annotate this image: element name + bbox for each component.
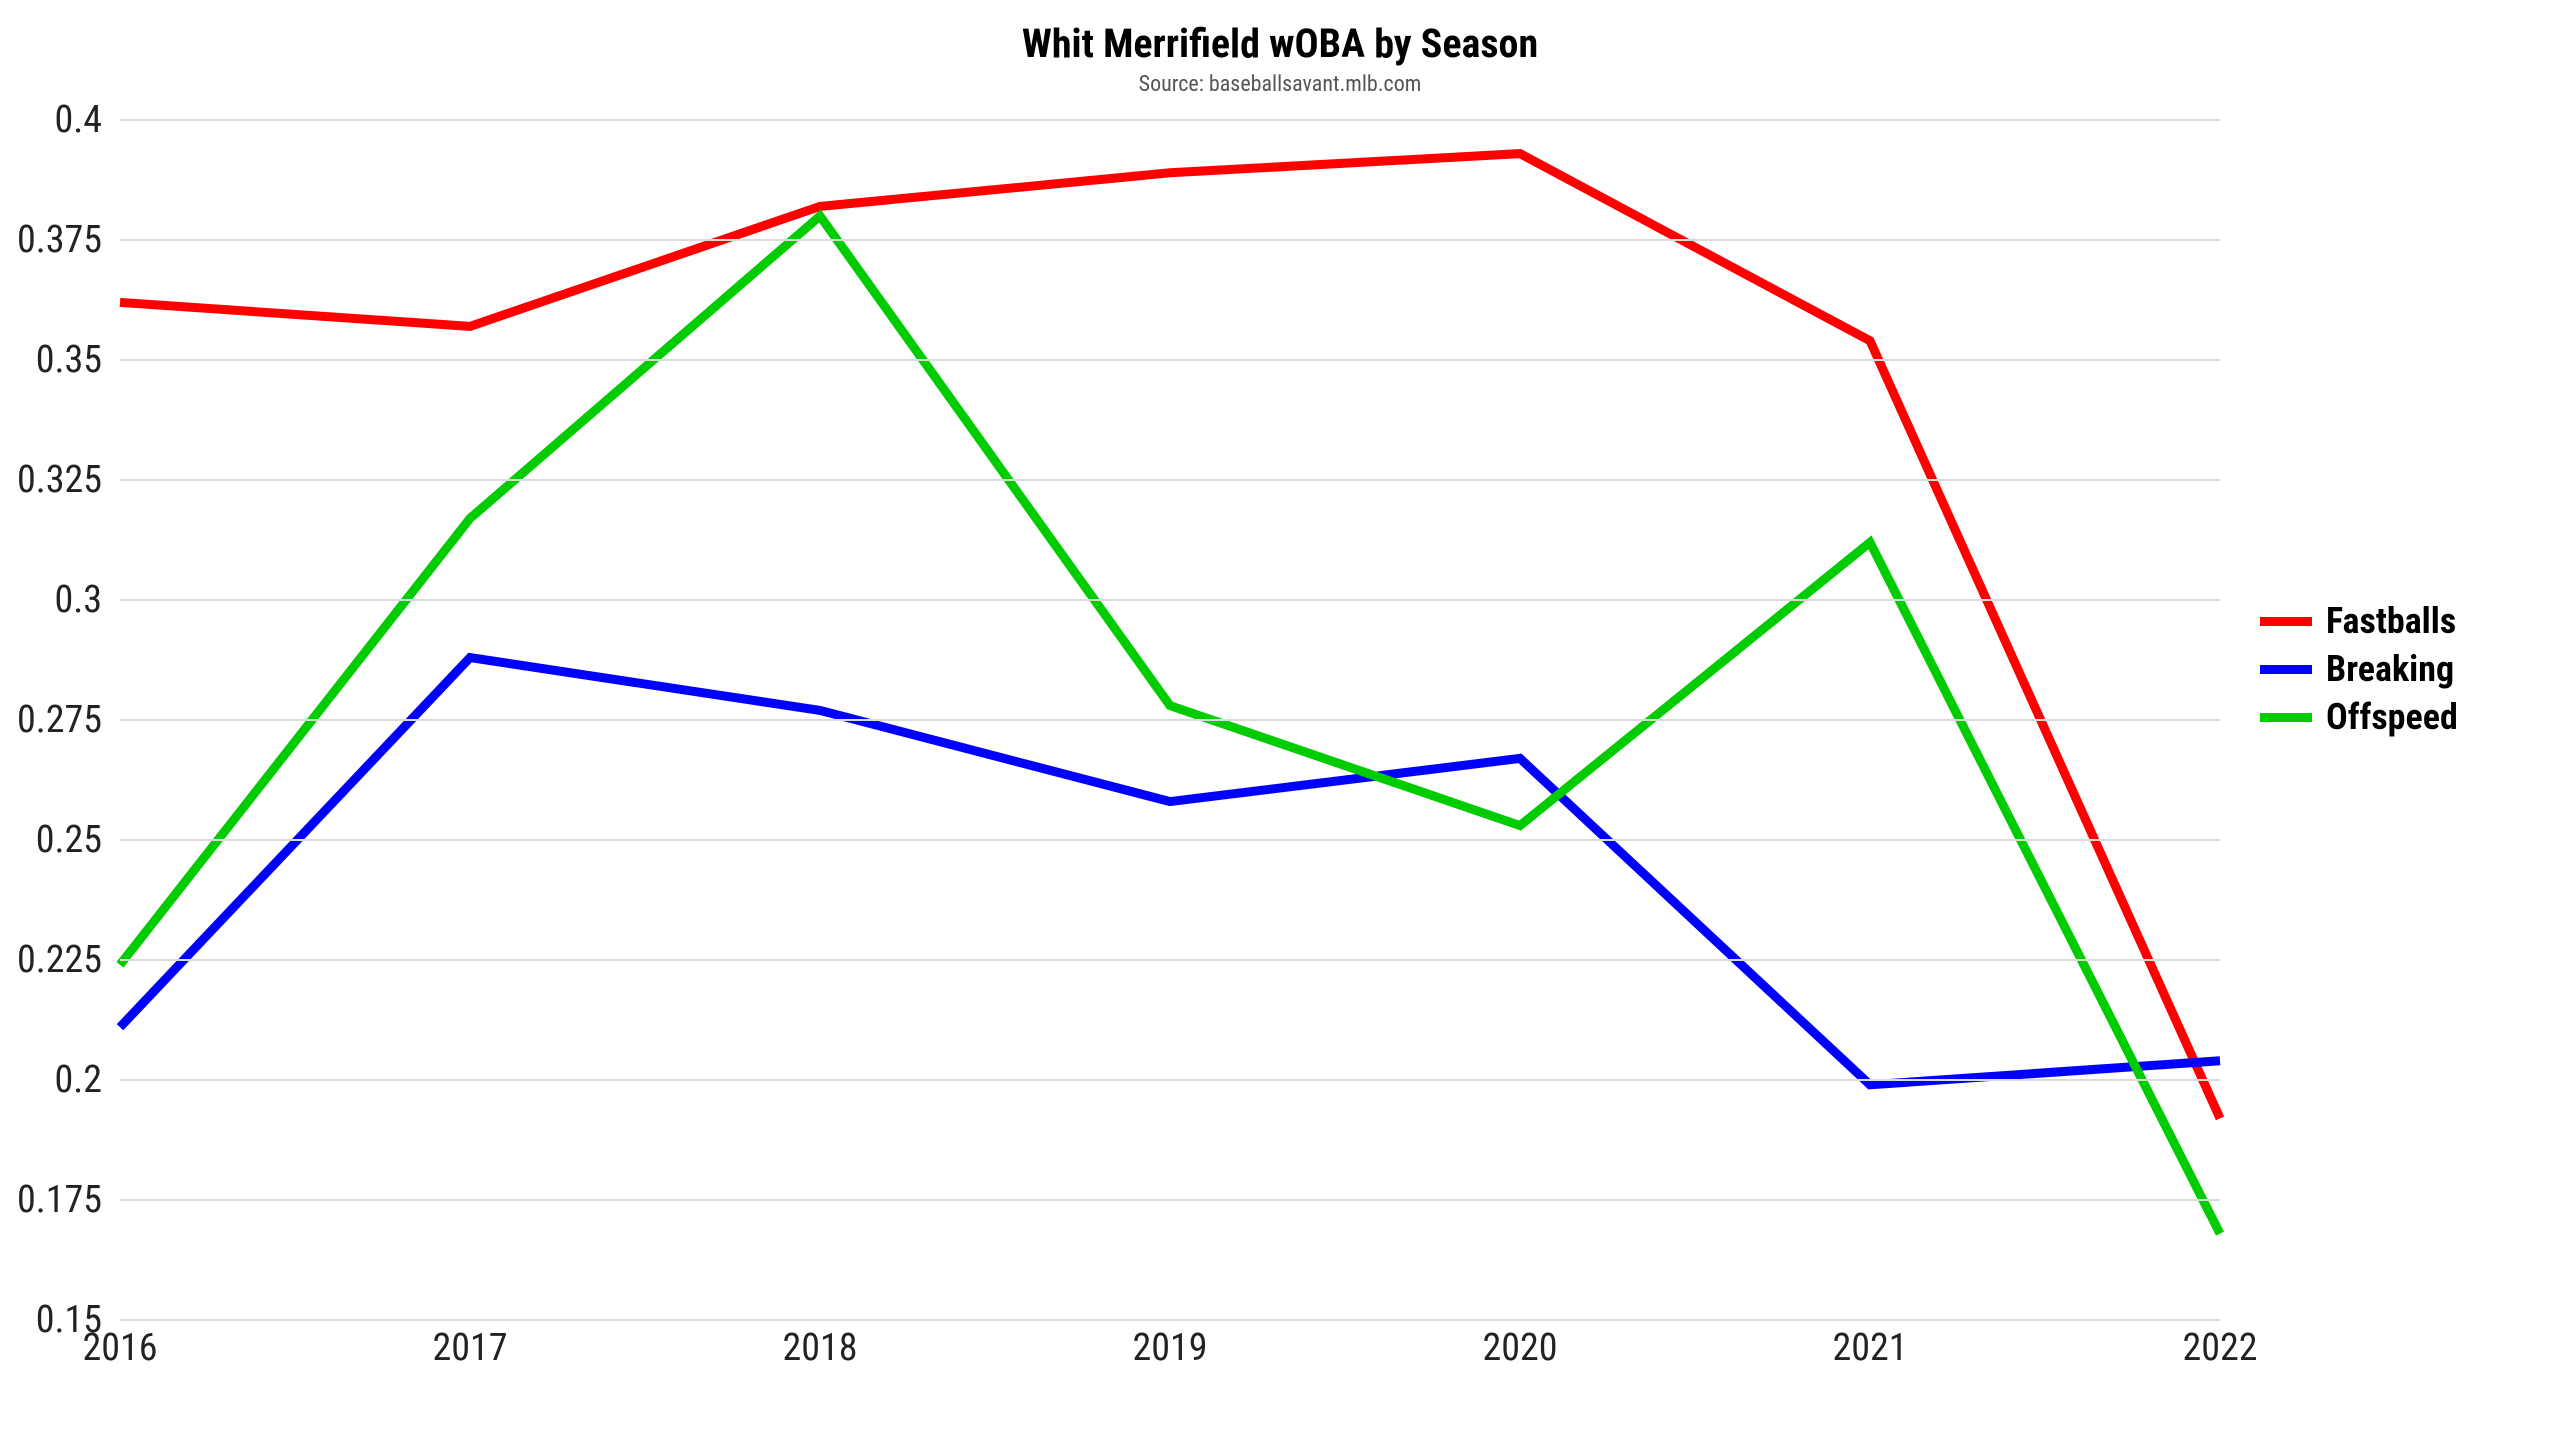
y-axis-tick-label: 0.225 (0, 938, 102, 982)
y-axis-tick-label: 0.25 (0, 818, 102, 862)
y-gridline (120, 119, 2220, 121)
y-axis-tick-label: 0.325 (0, 458, 102, 502)
chart-container: Whit Merrifield wOBA by Season Source: b… (0, 0, 2560, 1440)
y-gridline (120, 239, 2220, 241)
legend-swatch (2260, 617, 2312, 626)
legend: Fastballs Breaking Offspeed (2260, 600, 2458, 744)
y-axis-tick-label: 0.4 (0, 98, 102, 142)
legend-item: Offspeed (2260, 696, 2458, 738)
y-gridline (120, 599, 2220, 601)
x-axis-tick-label: 2017 (432, 1326, 507, 1370)
legend-label: Breaking (2326, 648, 2454, 690)
legend-swatch (2260, 713, 2312, 722)
legend-swatch (2260, 665, 2312, 674)
y-gridline (120, 1079, 2220, 1081)
y-gridline (120, 719, 2220, 721)
y-axis-tick-label: 0.175 (0, 1178, 102, 1222)
chart-subtitle: Source: baseballsavant.mlb.com (0, 72, 2560, 97)
legend-label: Fastballs (2326, 600, 2456, 642)
y-gridline (120, 959, 2220, 961)
plot-area (120, 120, 2220, 1320)
y-gridline (120, 479, 2220, 481)
chart-title: Whit Merrifield wOBA by Season (0, 20, 2560, 67)
series-line-breaking (120, 658, 2220, 1085)
legend-label: Offspeed (2326, 696, 2458, 738)
x-axis-tick-label: 2018 (782, 1326, 857, 1370)
y-axis-tick-label: 0.2 (0, 1058, 102, 1102)
legend-item: Fastballs (2260, 600, 2458, 642)
y-axis-tick-label: 0.35 (0, 338, 102, 382)
y-gridline (120, 1319, 2220, 1321)
legend-item: Breaking (2260, 648, 2458, 690)
series-line-fastballs (120, 154, 2220, 1119)
x-axis-tick-label: 2022 (2182, 1326, 2257, 1370)
y-gridline (120, 839, 2220, 841)
x-axis-tick-label: 2016 (82, 1326, 157, 1370)
x-axis-tick-label: 2021 (1832, 1326, 1907, 1370)
y-axis-tick-label: 0.3 (0, 578, 102, 622)
y-gridline (120, 359, 2220, 361)
x-axis-tick-label: 2019 (1132, 1326, 1207, 1370)
x-axis-tick-label: 2020 (1482, 1326, 1557, 1370)
y-gridline (120, 1199, 2220, 1201)
y-axis-tick-label: 0.375 (0, 218, 102, 262)
y-axis-tick-label: 0.275 (0, 698, 102, 742)
